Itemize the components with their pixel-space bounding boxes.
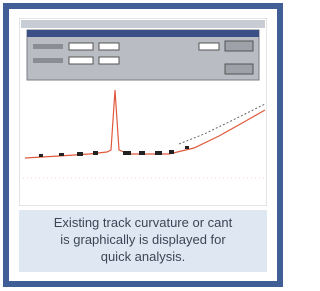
caption: Existing track curvature or cant is grap… — [19, 210, 267, 272]
dialog-title-bar — [27, 30, 259, 37]
dialog-label — [33, 44, 63, 49]
dialog-field — [199, 43, 219, 50]
screenshot — [19, 18, 267, 206]
caption-line: quick analysis. — [19, 248, 267, 265]
dialog-button — [225, 64, 253, 74]
dialog-field — [69, 57, 93, 64]
dialog — [27, 30, 259, 80]
figure-frame: Existing track curvature or cant is grap… — [3, 3, 283, 287]
dialog-button — [225, 41, 253, 51]
caption-line: is graphically is displayed for — [19, 231, 267, 248]
page: {"caption": {"lines": ["Existing track c… — [0, 0, 286, 291]
dialog-field — [69, 43, 93, 50]
dialog-label — [33, 58, 63, 63]
dialog-field — [99, 43, 119, 50]
caption-line: Existing track curvature or cant — [19, 214, 267, 231]
dialog-field — [99, 57, 119, 64]
menu-bar — [21, 20, 265, 28]
